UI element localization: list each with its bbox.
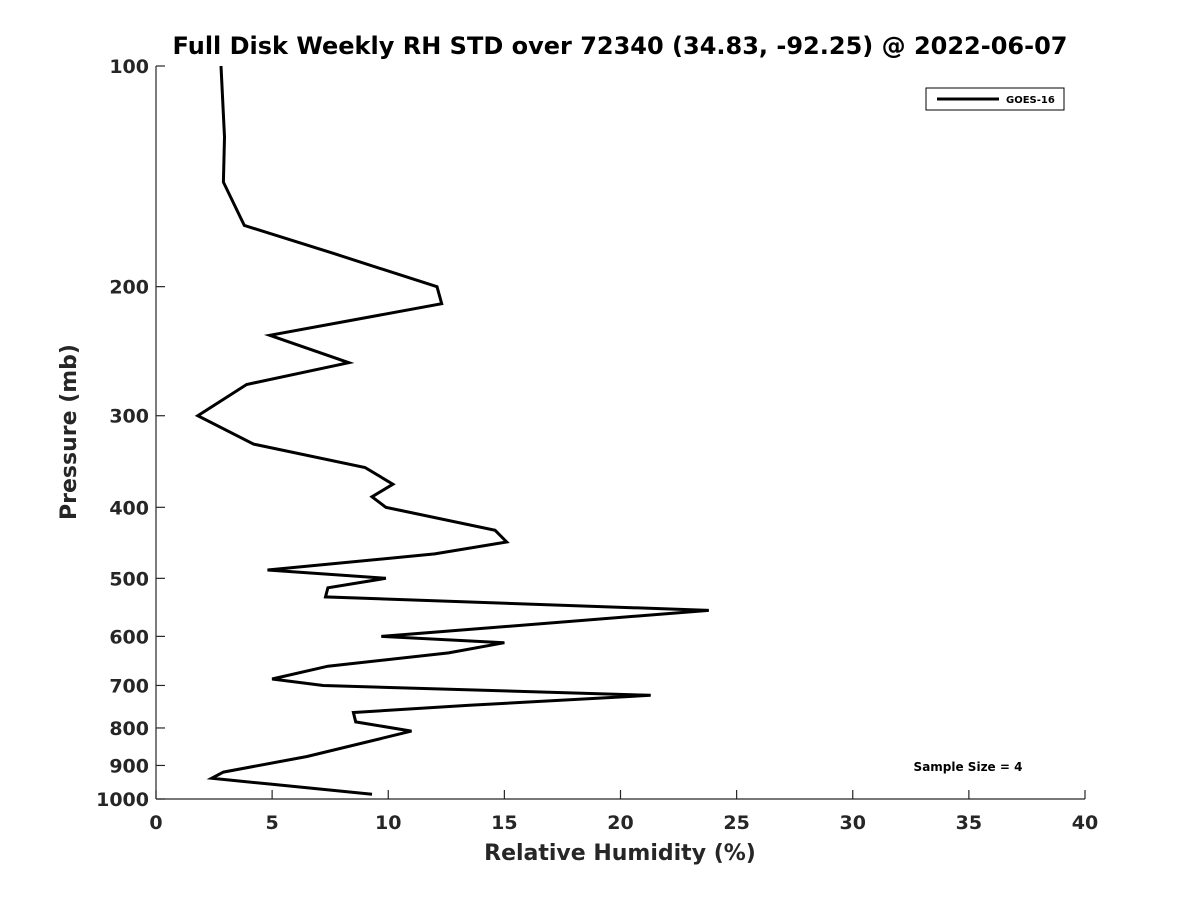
legend: GOES-16 <box>925 87 1065 111</box>
y-tick-label: 400 <box>109 497 149 519</box>
y-tick-label: 200 <box>109 277 149 299</box>
x-axis-label: Relative Humidity (%) <box>484 841 756 866</box>
x-tick-label: 35 <box>956 812 982 834</box>
x-tick-label: 15 <box>491 812 517 834</box>
x-tick-label: 25 <box>723 812 749 834</box>
x-tick-label: 10 <box>375 812 401 834</box>
y-tick-label: 100 <box>109 56 149 78</box>
y-tick-label: 800 <box>109 718 149 740</box>
x-tick-label: 5 <box>266 812 279 834</box>
chart-title: Full Disk Weekly RH STD over 72340 (34.8… <box>173 32 1068 60</box>
y-tick-label: 600 <box>109 626 149 648</box>
x-tick-label: 30 <box>840 812 866 834</box>
x-tick-label: 0 <box>149 812 162 834</box>
series-layer <box>194 65 709 796</box>
y-tick-label: 700 <box>109 675 149 697</box>
ticks: 0 5 10 15 20 25 30 35 40 100 200 300 400 500 600 700 800… <box>96 56 1098 834</box>
x-tick-label: 20 <box>607 812 633 834</box>
axes <box>155 66 1085 800</box>
y-tick-label: 500 <box>109 568 149 590</box>
y-tick-label: 900 <box>109 755 149 777</box>
sample-size-annotation: Sample Size = 4 <box>914 760 1023 774</box>
legend-label-goes-16: GOES-16 <box>1006 95 1055 106</box>
y-tick-label: 300 <box>109 406 149 428</box>
y-tick-label: 1000 <box>96 789 149 811</box>
x-tick-label: 40 <box>1072 812 1098 834</box>
series-line-goes-16 <box>194 65 709 796</box>
y-axis-label: Pressure (mb) <box>57 344 82 520</box>
